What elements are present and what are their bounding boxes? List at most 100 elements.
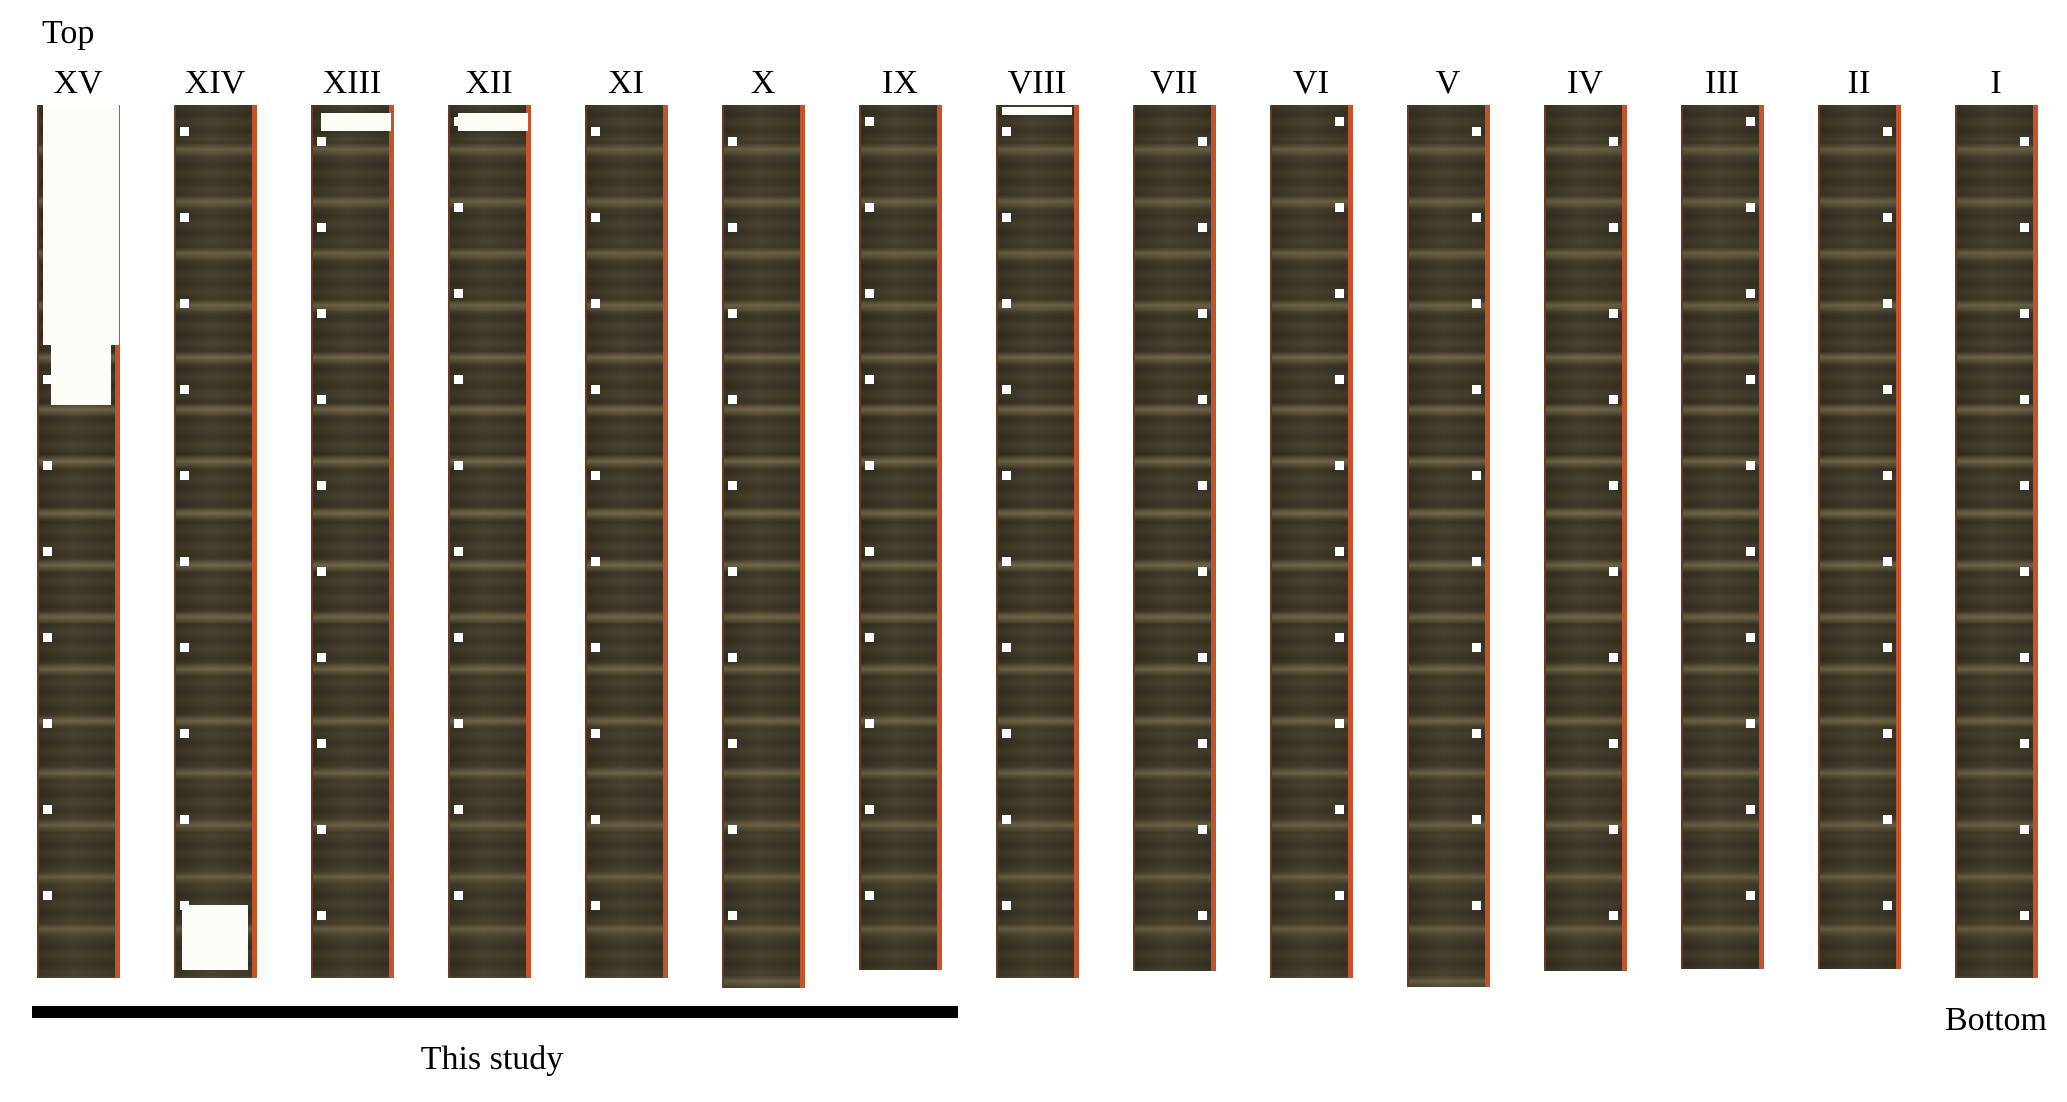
sediment-core (174, 105, 257, 978)
sediment-core (37, 105, 120, 978)
core-marker (1609, 567, 1618, 576)
core-marker (1002, 127, 1011, 136)
core-marker (1002, 299, 1011, 308)
sediment-core (1133, 105, 1216, 971)
core-marker (1609, 309, 1618, 318)
core-marker (865, 891, 874, 900)
core-marker (1746, 891, 1755, 900)
core-marker (1198, 567, 1207, 576)
core-marker (1746, 375, 1755, 384)
core-marker (1472, 127, 1481, 136)
core-marker (1746, 461, 1755, 470)
core-label: XIV (184, 64, 246, 101)
core-marker (2020, 481, 2029, 490)
core-marker (2020, 395, 2029, 404)
core-marker (591, 213, 600, 222)
core-marker (865, 633, 874, 642)
core-gap (458, 113, 528, 131)
top-label: Top (42, 14, 95, 51)
core-label: VI (1293, 64, 1329, 101)
core-marker (1472, 385, 1481, 394)
sediment-core (1818, 105, 1901, 969)
core-marker (454, 633, 463, 642)
core-marker (728, 481, 737, 490)
core-marker (180, 643, 189, 652)
core-marker (728, 739, 737, 748)
core-marker (1335, 289, 1344, 298)
core-marker (317, 481, 326, 490)
core-label: IV (1567, 64, 1603, 101)
core-marker (454, 203, 463, 212)
sediment-core (996, 105, 1079, 978)
core-marker (591, 385, 600, 394)
sediment-core (1681, 105, 1764, 969)
core-marker (1002, 557, 1011, 566)
core-marker (728, 911, 737, 920)
core-gap (43, 105, 119, 345)
core-marker (180, 299, 189, 308)
core-marker (591, 729, 600, 738)
core-gap (182, 905, 248, 970)
core-marker (1335, 117, 1344, 126)
core-gap (1002, 107, 1072, 115)
core-marker (180, 385, 189, 394)
core-marker (1198, 395, 1207, 404)
core-marker (317, 739, 326, 748)
core-marker (180, 127, 189, 136)
core-marker (43, 547, 52, 556)
core-marker (1198, 739, 1207, 748)
core-marker (865, 203, 874, 212)
core-marker (1002, 901, 1011, 910)
core-marker (1472, 557, 1481, 566)
core-marker (2020, 653, 2029, 662)
core-marker (454, 289, 463, 298)
core-marker (591, 127, 600, 136)
core-label: XI (608, 64, 644, 101)
core-marker (1335, 719, 1344, 728)
core-marker (728, 395, 737, 404)
core-marker (1883, 729, 1892, 738)
core-marker (865, 719, 874, 728)
core-marker (1883, 299, 1892, 308)
core-marker (728, 825, 737, 834)
core-marker (591, 815, 600, 824)
core-marker (1002, 643, 1011, 652)
core-marker (1198, 481, 1207, 490)
core-marker (1609, 825, 1618, 834)
core-marker (1335, 375, 1344, 384)
core-marker (1883, 127, 1892, 136)
core-marker (1335, 203, 1344, 212)
core-marker (1198, 309, 1207, 318)
core-label: IX (882, 64, 918, 101)
core-marker (1472, 729, 1481, 738)
core-marker (1746, 805, 1755, 814)
core-marker (728, 223, 737, 232)
core-marker (454, 461, 463, 470)
core-marker (317, 911, 326, 920)
core-marker (317, 395, 326, 404)
core-marker (1002, 213, 1011, 222)
core-marker (1335, 891, 1344, 900)
core-label: X (750, 64, 776, 101)
core-marker (317, 567, 326, 576)
core-marker (1472, 213, 1481, 222)
sediment-core (1407, 105, 1490, 987)
sediment-core (585, 105, 668, 978)
core-marker (1746, 547, 1755, 556)
sediment-core (1544, 105, 1627, 971)
core-marker (317, 309, 326, 318)
core-marker (1746, 117, 1755, 126)
core-label: II (1847, 64, 1871, 101)
bottom-label: Bottom (1944, 1001, 2047, 1038)
core-marker (1609, 137, 1618, 146)
core-marker (1472, 901, 1481, 910)
core-marker (454, 805, 463, 814)
core-marker (454, 547, 463, 556)
core-label: V (1435, 64, 1461, 101)
core-marker (1883, 385, 1892, 394)
core-marker (591, 471, 600, 480)
core-label: XIII (322, 64, 382, 101)
core-marker (317, 825, 326, 834)
core-marker (2020, 739, 2029, 748)
